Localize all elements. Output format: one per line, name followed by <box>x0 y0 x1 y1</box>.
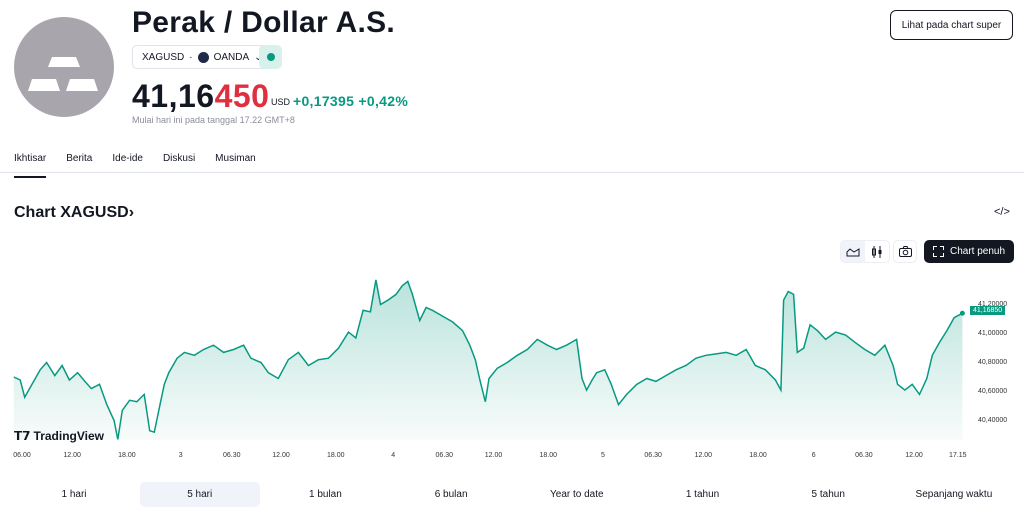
price-main: 41,16 <box>132 78 215 114</box>
chevron-right-icon: › <box>128 204 135 221</box>
fullscreen-chart-button[interactable]: Chart penuh <box>924 240 1014 263</box>
y-tick-label: 40,60000 <box>978 388 1008 395</box>
exchange-label: OANDA <box>213 51 250 63</box>
tab-discussion[interactable]: Diskusi <box>162 153 196 164</box>
tab-overview[interactable]: Ikhtisar <box>14 146 47 178</box>
brand-name: TradingView <box>33 429 105 443</box>
fullscreen-icon <box>932 246 944 257</box>
x-tick-label: 18.00 <box>118 452 136 459</box>
y-tick-label: 41,20000 <box>978 301 1008 308</box>
range-6m[interactable]: 6 bulan <box>434 489 468 500</box>
page-title: Perak / Dollar A.S. <box>132 6 396 39</box>
camera-icon[interactable] <box>893 240 917 263</box>
chart-title: Chart XAGUSD <box>14 204 129 221</box>
range-5y[interactable]: 5 tahun <box>811 489 845 500</box>
x-tick-label: 12.00 <box>905 452 923 459</box>
divider <box>0 172 1024 173</box>
price-highlight: 450 <box>214 78 270 114</box>
range-all[interactable]: Sepanjang waktu <box>915 489 993 500</box>
fullscreen-label: Chart penuh <box>949 246 1006 257</box>
range-1d[interactable]: 1 hari <box>61 489 87 500</box>
symbol-label: XAGUSD <box>142 51 185 63</box>
chart-title-link[interactable]: Chart XAGUSD› <box>14 204 134 222</box>
y-tick-label: 40,80000 <box>978 359 1008 366</box>
tab-bar: Ikhtisar Berita Ide-ide Diskusi Musiman <box>14 146 256 178</box>
x-tick-label: 5 <box>601 452 605 459</box>
x-tick-label: 06.30 <box>644 452 662 459</box>
range-selector: 1 hari 5 hari 1 bulan 6 bulan Year to da… <box>14 482 1014 507</box>
tab-ideas[interactable]: Ide-ide <box>112 153 143 164</box>
x-tick-label: 12.00 <box>63 452 81 459</box>
x-tick-label: 06.30 <box>435 452 454 459</box>
price-line <box>13 279 963 440</box>
x-tick-label: 06.30 <box>223 452 241 459</box>
embed-code-icon[interactable]: </> <box>994 206 1010 218</box>
chart-type-toggle <box>840 240 890 263</box>
super-chart-button[interactable]: Lihat pada chart super <box>890 10 1013 40</box>
x-tick-label: 12.00 <box>484 452 503 459</box>
market-open-indicator[interactable] <box>259 45 282 69</box>
silver-bars-logo <box>14 17 114 117</box>
price-change: +0,17395 +0,42% <box>293 93 408 109</box>
price: 41,16450 <box>132 78 269 115</box>
x-tick-label: 18.00 <box>749 452 767 459</box>
session-info: Mulai hari ini pada tanggal 17.22 GMT+8 <box>132 115 295 125</box>
x-tick-label: 12.00 <box>694 452 713 459</box>
status-dot-icon <box>266 53 275 61</box>
x-tick-label: 18.00 <box>326 452 345 459</box>
y-tick-label: 40,40000 <box>978 417 1008 424</box>
tradingview-logo[interactable]: 𝗧𝟳 TradingView <box>14 429 104 443</box>
tab-news[interactable]: Berita <box>66 153 93 164</box>
last-price-tag: 41,16850 <box>970 306 1006 315</box>
x-tick-label: 06.00 <box>13 452 31 459</box>
x-tick-label: 4 <box>391 452 396 459</box>
range-ytd[interactable]: Year to date <box>550 489 604 500</box>
x-tick-label: 6 <box>811 452 816 459</box>
x-tick-label: 3 <box>178 452 183 459</box>
x-tick-label: 17.15 <box>949 452 967 459</box>
range-5d[interactable]: 5 hari <box>139 482 260 507</box>
price-area-fill <box>13 279 963 440</box>
tv-logo-icon: 𝗧𝟳 <box>14 429 31 443</box>
oanda-icon <box>197 51 209 63</box>
last-price-dot <box>959 310 965 316</box>
range-1m[interactable]: 1 bulan <box>309 489 342 500</box>
dot-separator: · <box>189 51 193 63</box>
x-tick-label: 12.00 <box>272 452 290 459</box>
x-tick-label: 18.00 <box>539 452 558 459</box>
tab-seasonal[interactable]: Musiman <box>215 153 256 164</box>
range-1y[interactable]: 1 tahun <box>685 489 720 500</box>
currency: USD <box>271 97 291 107</box>
x-tick-label: 06.30 <box>855 452 873 459</box>
change-percent: +0,42% <box>358 93 409 109</box>
y-tick-label: 41,00000 <box>978 330 1008 337</box>
change-value: +0,17395 <box>293 93 355 109</box>
candlestick-icon[interactable] <box>865 241 889 262</box>
area-chart-icon[interactable] <box>841 241 865 262</box>
chevron-down-icon: ⌄ <box>254 52 262 63</box>
